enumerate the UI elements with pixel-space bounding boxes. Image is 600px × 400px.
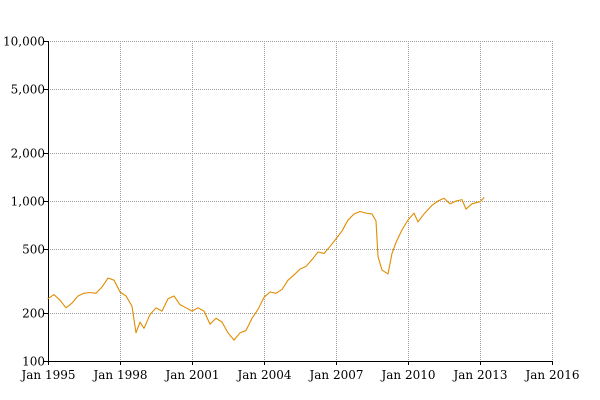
x-tick-label: Jan 2007 — [307, 368, 363, 382]
series-line — [47, 197, 485, 341]
y-tick-label: 100 — [22, 355, 45, 369]
x-tick-label: Jan 1998 — [91, 368, 147, 382]
axes — [44, 41, 553, 365]
x-tick-label: Jan 2016 — [523, 368, 579, 382]
y-tick-label: 10,000 — [3, 35, 45, 49]
y-tick-label: 1,000 — [11, 195, 45, 209]
tick-labels: 100 200 500 1,000 2,000 5,000 10,000 Jan 1995 Ja… — [3, 35, 580, 383]
x-tick-label: Jan 2010 — [379, 368, 435, 382]
series-layer — [47, 197, 485, 341]
y-tick-label: 200 — [22, 307, 45, 321]
y-tick-label: 2,000 — [11, 147, 45, 161]
gridlines — [48, 41, 553, 362]
x-tick-label: Jan 2004 — [235, 368, 291, 382]
x-tick-label: Jan 2013 — [451, 368, 507, 382]
x-tick-label: Jan 1995 — [19, 368, 75, 382]
y-tick-label: 500 — [22, 243, 45, 257]
x-tick-label: Jan 2001 — [163, 368, 219, 382]
y-tick-label: 5,000 — [11, 83, 45, 97]
